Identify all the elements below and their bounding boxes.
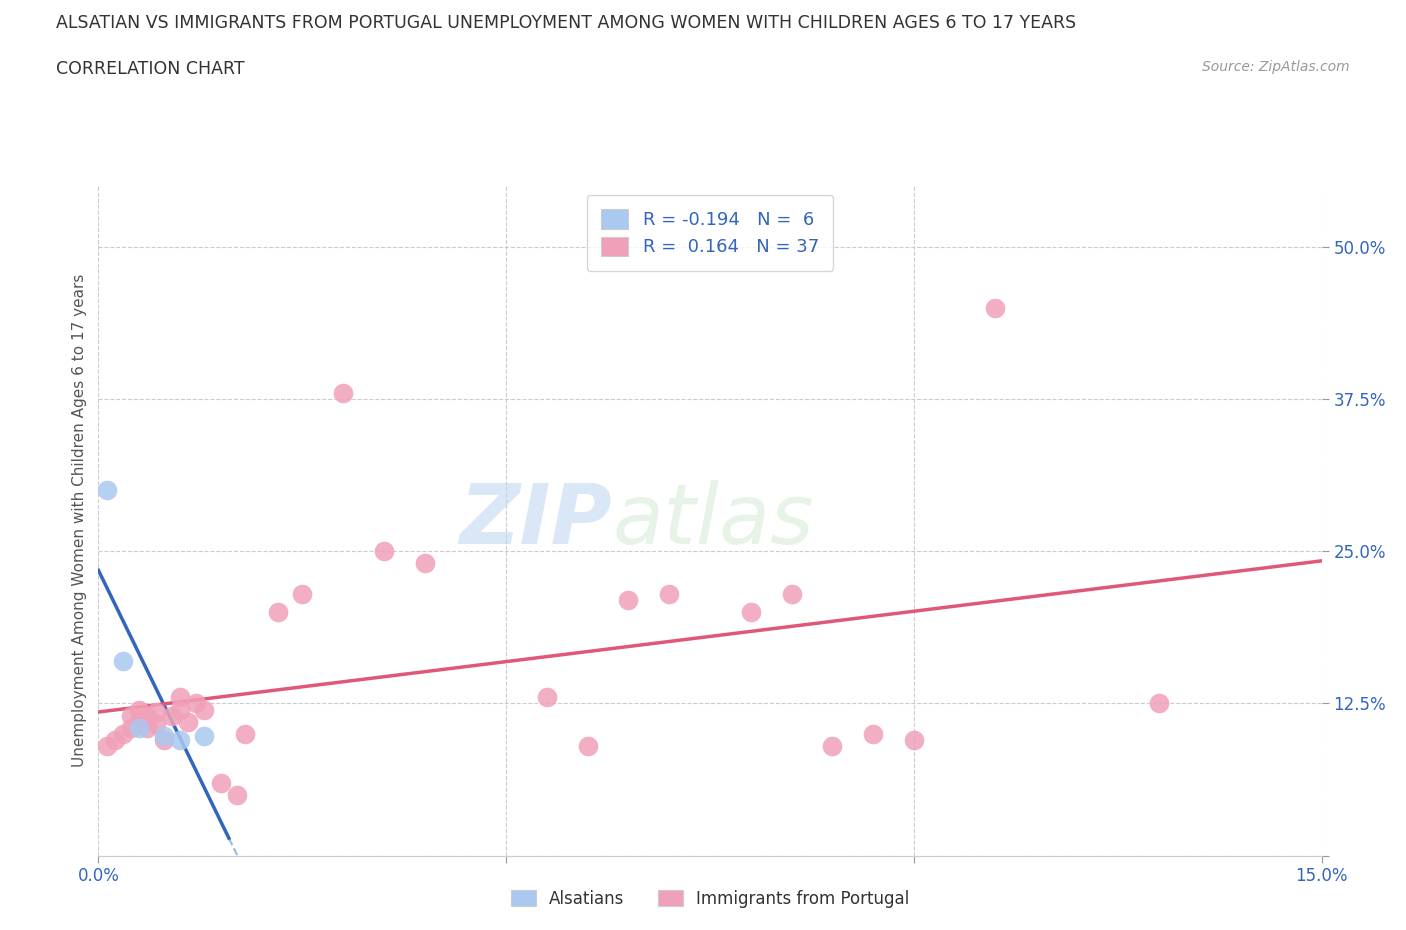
Point <box>152 733 174 748</box>
Point <box>413 556 436 571</box>
Point <box>233 726 256 741</box>
Point <box>984 300 1007 315</box>
Point <box>177 714 200 729</box>
Point <box>617 592 640 607</box>
Point <box>120 708 142 723</box>
Point <box>145 717 167 732</box>
Point <box>1147 696 1170 711</box>
Text: Source: ZipAtlas.com: Source: ZipAtlas.com <box>1202 60 1350 74</box>
Point <box>576 738 599 753</box>
Point <box>136 721 159 736</box>
Point <box>740 604 762 619</box>
Point <box>862 726 884 741</box>
Point <box>267 604 290 619</box>
Point <box>169 702 191 717</box>
Point <box>120 721 142 736</box>
Point <box>96 483 118 498</box>
Point <box>193 729 215 744</box>
Point <box>169 733 191 748</box>
Point <box>169 690 191 705</box>
Point <box>96 738 118 753</box>
Point <box>373 544 395 559</box>
Point <box>209 775 232 790</box>
Text: CORRELATION CHART: CORRELATION CHART <box>56 60 245 78</box>
Point <box>186 696 208 711</box>
Point <box>128 714 150 729</box>
Point <box>104 733 127 748</box>
Point <box>128 702 150 717</box>
Point <box>145 705 167 720</box>
Point <box>128 721 150 736</box>
Point <box>136 708 159 723</box>
Text: ZIP: ZIP <box>460 480 612 562</box>
Point <box>193 702 215 717</box>
Point <box>226 788 249 803</box>
Text: ALSATIAN VS IMMIGRANTS FROM PORTUGAL UNEMPLOYMENT AMONG WOMEN WITH CHILDREN AGES: ALSATIAN VS IMMIGRANTS FROM PORTUGAL UNE… <box>56 14 1077 32</box>
Legend: Alsatians, Immigrants from Portugal: Alsatians, Immigrants from Portugal <box>503 883 917 914</box>
Y-axis label: Unemployment Among Women with Children Ages 6 to 17 years: Unemployment Among Women with Children A… <box>72 274 87 767</box>
Point <box>658 587 681 602</box>
Point <box>111 726 134 741</box>
Point <box>780 587 803 602</box>
Point <box>821 738 844 753</box>
Point <box>152 729 174 744</box>
Point <box>291 587 314 602</box>
Point <box>536 690 558 705</box>
Point <box>160 708 183 723</box>
Point <box>332 386 354 401</box>
Point <box>111 654 134 669</box>
Point <box>903 733 925 748</box>
Text: atlas: atlas <box>612 480 814 562</box>
